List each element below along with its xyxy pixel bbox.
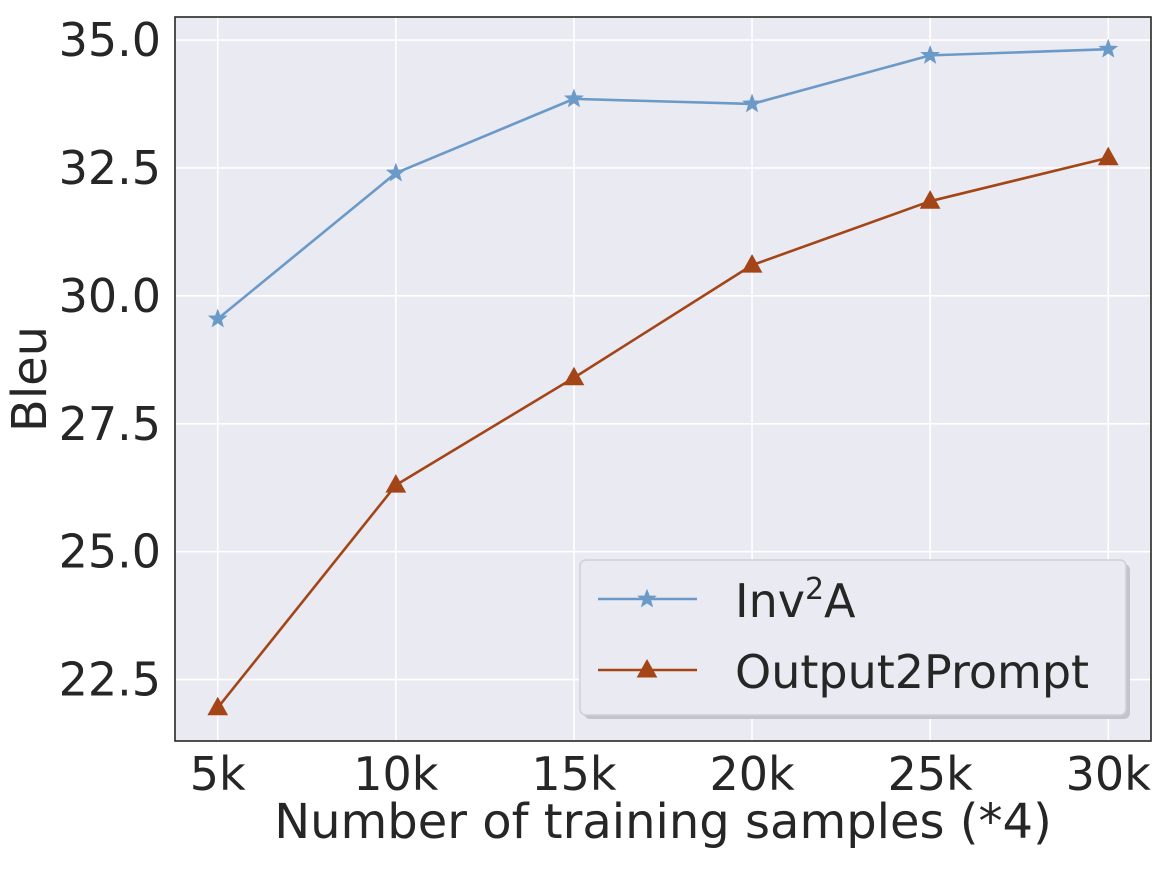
y-tick-labels: 22.5 25.0 27.5 30.0 32.5 35.0: [59, 13, 161, 707]
x-tick-labels: 5k 10k 15k 20k 25k 30k: [190, 747, 1151, 801]
data-point: [385, 474, 407, 493]
y-tick-label: 30.0: [59, 269, 161, 323]
legend-label-inv2a: Inv2A: [735, 572, 856, 628]
legend-marker: [637, 588, 657, 608]
legend-label-inv2a-suffix: A: [824, 574, 856, 628]
data-point: [1098, 38, 1119, 58]
legend-swatches: [598, 588, 697, 678]
data-point: [741, 254, 763, 273]
data-point: [385, 162, 406, 182]
legend-box: [579, 559, 1127, 716]
x-tick-label: 30k: [1066, 747, 1152, 801]
y-tick-label: 32.5: [59, 141, 161, 195]
series-1: [207, 146, 1119, 716]
x-tick-label: 15k: [531, 747, 617, 801]
series-group: [207, 38, 1119, 716]
x-tick-label: 25k: [888, 747, 974, 801]
legend-label-inv2a-base: Inv: [735, 574, 805, 628]
legend-label-output2prompt: Output2Prompt: [735, 645, 1089, 699]
series-line: [216, 47, 1109, 320]
data-point: [207, 696, 229, 716]
x-tick-label: 5k: [190, 747, 246, 801]
data-point: [1097, 146, 1119, 166]
y-tick-label: 22.5: [59, 653, 161, 707]
x-axis-title: Number of training samples (*4): [274, 794, 1052, 850]
series-0: [207, 38, 1119, 328]
data-point: [920, 44, 941, 64]
x-tick-label: 20k: [709, 747, 795, 801]
y-axis-title: Bleu: [2, 326, 58, 432]
y-tick-label: 25.0: [59, 525, 161, 579]
y-tick-label: 35.0: [59, 13, 161, 67]
x-tick-label: 10k: [353, 747, 439, 801]
data-point: [919, 190, 941, 209]
y-tick-label: 27.5: [59, 397, 161, 451]
legend: Inv2A Output2Prompt: [579, 559, 1130, 719]
legend-marker: [636, 658, 658, 678]
plot-frame: [174, 16, 1152, 742]
data-point: [564, 88, 584, 108]
legend-label-inv2a-superscript: 2: [805, 572, 824, 607]
data-point: [742, 93, 762, 113]
data-point: [563, 366, 585, 386]
data-point: [207, 308, 228, 328]
series-line: [216, 156, 1109, 709]
